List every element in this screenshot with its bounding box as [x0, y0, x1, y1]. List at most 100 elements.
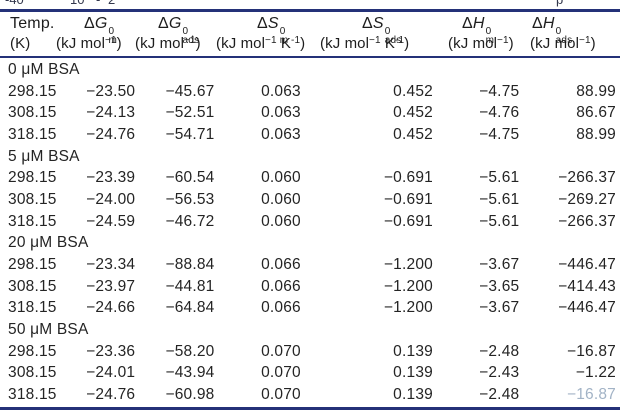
value-cell: −5.61 — [479, 190, 520, 208]
column-header-delta-H-ads: ΔH 0 ads — [532, 15, 573, 46]
sup-sub-stack: 0 ads — [556, 27, 573, 46]
value-cell: −60.54 — [165, 169, 215, 187]
value-cell: 88.99 — [576, 125, 616, 143]
section-label-row: 0 μM BSA — [0, 59, 620, 81]
variable-letter: G — [168, 15, 182, 32]
table-row: 318.15 −24.76 −54.71 0.063 0.452 −4.75 88.99 — [0, 124, 620, 146]
unit-exponent: −1 — [497, 35, 509, 46]
bottom-rule — [0, 407, 620, 410]
value-cell: 0.066 — [261, 256, 301, 274]
value-cell: −5.61 — [479, 212, 520, 230]
value-cell: −414.43 — [558, 277, 616, 295]
clipped-text-fragment: p — [556, 0, 563, 7]
table-row: 308.15 −24.13 −52.51 0.063 0.452 −4.76 86.67 — [0, 102, 620, 124]
delta-symbol: Δ — [362, 15, 373, 32]
temperature-cell: 318.15 — [8, 299, 57, 317]
unit-text: (kJ mol — [135, 35, 185, 52]
value-cell: −3.67 — [479, 256, 520, 274]
value-cell: 0.452 — [393, 125, 433, 143]
value-cell: −23.50 — [86, 82, 136, 100]
value-cell: −1.200 — [383, 277, 433, 295]
subscript-label: m — [108, 35, 118, 46]
temperature-cell: 308.15 — [8, 104, 57, 122]
value-cell: −58.20 — [165, 342, 215, 360]
table-row: 298.15 −23.34 −88.84 0.066 −1.200 −3.67 −446.4… — [0, 254, 620, 276]
table-row: 298.15 −23.50 −45.67 0.063 0.452 −4.75 88.99 — [0, 81, 620, 103]
value-cell: −23.36 — [86, 342, 136, 360]
temperature-cell: 298.15 — [8, 82, 57, 100]
column-header-delta-G-m: ΔG 0 m — [84, 15, 118, 46]
column-unit-temp: (K) — [10, 35, 31, 52]
column-unit: (kJ mol−1) — [135, 35, 201, 52]
superscript-zero: 0 — [279, 26, 286, 37]
value-cell: −16.87 — [566, 342, 616, 360]
value-cell: −4.75 — [479, 82, 520, 100]
value-cell: 0.139 — [393, 342, 433, 360]
table-row: 318.15 −24.76 −60.98 0.070 0.139 −2.48 −16.87 — [0, 384, 620, 406]
table-row: 308.15 −24.00 −56.53 0.060 −0.691 −5.61 −269.2… — [0, 189, 620, 211]
value-cell: −88.84 — [165, 256, 215, 274]
value-cell: 0.063 — [261, 104, 301, 122]
value-cell: 0.060 — [261, 190, 301, 208]
superscript-zero: 0 — [485, 26, 492, 37]
value-cell: −24.59 — [86, 212, 136, 230]
value-cell: −2.43 — [479, 364, 520, 382]
table-row: 308.15 −23.97 −44.81 0.066 −1.200 −3.65 −414.4… — [0, 276, 620, 298]
table-row: 298.15 −23.39 −60.54 0.060 −0.691 −5.61 −266.3… — [0, 167, 620, 189]
unit-text: ) — [404, 35, 410, 52]
table-row: 298.15 −23.36 −58.20 0.070 0.139 −2.48 −16.87 — [0, 341, 620, 363]
value-cell: −44.81 — [165, 277, 215, 295]
value-cell: −2.48 — [479, 386, 520, 404]
value-cell: 0.139 — [393, 386, 433, 404]
unit-text: (kJ mol — [56, 35, 106, 52]
unit-exponent: −1 — [369, 35, 381, 46]
value-cell: −60.98 — [165, 386, 215, 404]
column-unit: (kJ mol−1) — [530, 35, 596, 52]
column-header-delta-H-m: ΔH 0 m — [462, 15, 494, 46]
value-cell: 0.063 — [261, 125, 301, 143]
value-cell: −24.76 — [86, 125, 136, 143]
delta-symbol: Δ — [84, 15, 95, 32]
section-label: 50 μM BSA — [8, 321, 89, 339]
value-cell: 86.67 — [576, 104, 616, 122]
unit-exponent: −1 — [265, 35, 277, 46]
value-cell: 0.063 — [261, 82, 301, 100]
clipped-text-fragment: 10 — [70, 0, 84, 7]
value-cell: −24.66 — [86, 299, 136, 317]
value-cell: 0.070 — [261, 386, 301, 404]
value-cell: −24.76 — [86, 386, 136, 404]
column-unit: (kJ mol−1 K-1) — [216, 35, 305, 52]
value-cell: −3.65 — [479, 277, 520, 295]
value-cell: 0.066 — [261, 277, 301, 295]
temperature-cell: 308.15 — [8, 364, 57, 382]
section-label-row: 5 μM BSA — [0, 146, 620, 168]
section-label-row: 20 μM BSA — [0, 233, 620, 255]
sup-sub-stack: 0 ads — [182, 27, 200, 46]
subscript-label: ads — [384, 35, 402, 46]
column-unit: (kJ mol−1 K-1) — [320, 35, 409, 52]
value-cell: 0.060 — [261, 169, 301, 187]
section-label: 5 μM BSA — [8, 147, 80, 165]
temperature-cell: 318.15 — [8, 125, 57, 143]
clipped-text-fragment: -40 — [5, 0, 24, 7]
value-cell: −52.51 — [165, 104, 215, 122]
value-cell: −16.87 — [566, 386, 616, 404]
value-cell: −1.200 — [383, 256, 433, 274]
value-cell: −5.61 — [479, 169, 520, 187]
temperature-cell: 318.15 — [8, 386, 57, 404]
thermodynamic-data-table: 0 μM BSA 298.15 −23.50 −45.67 0.063 0.452 −4.7… — [0, 59, 620, 406]
value-cell: −64.84 — [165, 299, 215, 317]
value-cell: −4.75 — [479, 125, 520, 143]
section-label: 20 μM BSA — [8, 234, 89, 252]
section-label-row: 50 μM BSA — [0, 319, 620, 341]
unit-exponent: −1 — [105, 35, 117, 46]
delta-symbol: Δ — [532, 15, 543, 32]
unit-text: ) — [508, 35, 514, 52]
temperature-cell: 308.15 — [8, 277, 57, 295]
subscript-label: ads — [182, 35, 200, 46]
value-cell: −24.00 — [86, 190, 136, 208]
value-cell: −0.691 — [383, 169, 433, 187]
delta-symbol: Δ — [462, 15, 473, 32]
